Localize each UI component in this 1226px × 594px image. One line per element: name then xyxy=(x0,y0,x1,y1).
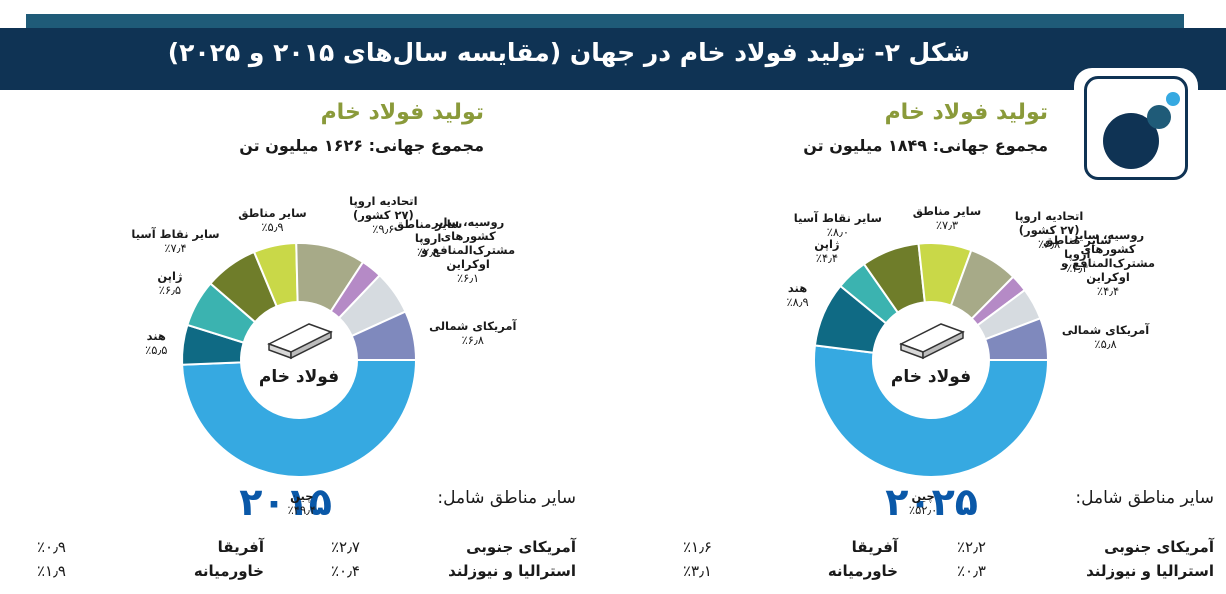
logo-dots-icon xyxy=(1103,92,1180,169)
others-2025-value-0: ٪۱٫۶ xyxy=(682,538,712,556)
chart-2025-title: تولید فولاد خام xyxy=(884,100,1048,125)
chart-2015-label-other_asia: سایر نقاط آسیا ٪۷٫۴ xyxy=(131,227,219,255)
others-2015-value-1: ٪۲٫۷ xyxy=(330,538,360,556)
chart-2015-center-label: فولاد خام xyxy=(259,367,339,387)
chart-2015-slice-north_america xyxy=(350,310,418,361)
chart-2015-label-value-other_regions: ٪۵٫۹ xyxy=(261,219,284,234)
chart-2025-label-value-other_asia: ٪۸٫۰ xyxy=(826,225,850,240)
chart-2025-slice-north_america xyxy=(983,317,1050,361)
others-2025-name-0: آمریکای جنوبی xyxy=(1104,538,1214,556)
chart-2025-label-other_europe: سایر مناطق اروپا ٪۲٫۴ xyxy=(1032,233,1122,275)
others-2015-value-0: ٪۰٫۹ xyxy=(36,538,66,556)
chart-2025-label-value-japan: ٪۴٫۴ xyxy=(815,251,839,266)
chart-2015-label-name-other_asia: سایر نقاط آسیا xyxy=(131,227,220,242)
chart-2015-label-value-eu27: ٪۹٫۶ xyxy=(372,221,395,236)
chart-2025-steel-slab-icon xyxy=(899,323,965,360)
chart-2025-label-name-other_regions: سایر مناطق xyxy=(912,203,982,218)
chart-2025-label-name-other_asia: سایر نقاط آسیا xyxy=(793,211,882,226)
chart-2015-label-name-eu27: اتحادیه اروپا (۲۷ کشور) xyxy=(349,193,418,222)
chart-2015-steel-slab-icon xyxy=(267,323,333,360)
chart-2025-label-japan: ژاپن ٪۴٫۴ xyxy=(814,237,839,265)
chart-2015-label-value-other_asia: ٪۷٫۴ xyxy=(164,241,187,256)
chart-2025-label-value-other_regions: ٪۷٫۳ xyxy=(935,217,959,232)
chart-2025-label-other_regions: سایر مناطق ٪۷٫۳ xyxy=(913,204,981,232)
chart-2015-label-value-china: ٪۴۹٫۴ xyxy=(287,502,317,517)
chart-2025-label-name-japan: ژاپن xyxy=(814,237,840,252)
others-2025-value-2: ٪۳٫۱ xyxy=(682,562,712,580)
chart-2015-label-cis: روسیه، سایر کشورهای مشترک‌المنافع و اوکر… xyxy=(408,215,528,285)
chart-2015-label-india: هند ٪۵٫۵ xyxy=(145,329,167,357)
chart-2015-slice-china xyxy=(181,359,418,478)
others-2015-name-2: استرالیا و نیوزلند xyxy=(448,562,576,580)
chart-2015-label-name-japan: ژاپن xyxy=(157,269,183,284)
chart-2025-label-name-north_america: آمریکای شمالی xyxy=(1061,322,1150,337)
donut-chart-2015: فولاد خام xyxy=(181,242,418,478)
chart-2015-label-value-other_europe: ٪۲٫۹ xyxy=(416,244,440,259)
top-accent-bar xyxy=(26,14,1184,28)
others-2025-name-1: آفریقا xyxy=(851,538,898,556)
chart-2015-label-japan: ژاپن ٪۶٫۵ xyxy=(157,269,182,297)
others-2015-name-1: آفریقا xyxy=(217,538,264,556)
chart-2025-label-name-eu27: اتحادیه اروپا (۲۷ کشور) xyxy=(1014,209,1084,238)
chart-2015-label-name-china: چین xyxy=(290,488,314,503)
chart-2015-label-value-cis: ٪۶٫۱ xyxy=(456,271,480,286)
chart-2025-center-label: فولاد خام xyxy=(891,367,971,387)
chart-2015-others-title: سایر مناطق شامل: xyxy=(437,488,576,508)
chart-2025-label-eu27: اتحادیه اروپا (۲۷ کشور) ٪۶٫۸ xyxy=(1004,209,1094,251)
chart-2015-label-name-north_america: آمریکای شمالی xyxy=(429,318,517,333)
chart-2025-label-name-china: چین xyxy=(911,488,935,503)
chart-2025-label-value-other_europe: ٪۲٫۴ xyxy=(1066,261,1089,276)
page-title: شکل ۲- تولید فولاد خام در جهان (مقایسه س… xyxy=(167,38,970,67)
chart-2015-label-china: چین ٪۴۹٫۴ xyxy=(288,489,316,517)
others-2025-value-3: ٪۰٫۳ xyxy=(956,562,986,580)
chart-2015-title: تولید فولاد خام xyxy=(320,100,484,125)
header-bar xyxy=(0,28,1226,90)
chart-2025-label-name-india: هند xyxy=(787,281,808,296)
chart-2015-label-north_america: آمریکای شمالی ٪۶٫۸ xyxy=(429,319,516,347)
chart-2025-label-north_america: آمریکای شمالی ٪۵٫۸ xyxy=(1062,323,1149,351)
chart-2025-total: مجموع جهانی: ۱۸۴۹ میلیون تن xyxy=(803,136,1048,155)
chart-2025-label-value-eu27: ٪۶٫۸ xyxy=(1037,237,1061,252)
chart-2015-label-name-india: هند xyxy=(146,329,166,344)
chart-2015-label-name-other_europe: سایر مناطق اروپا xyxy=(393,216,463,245)
others-2015-name-0: آمریکای جنوبی xyxy=(466,538,576,556)
others-2025-name-2: استرالیا و نیوزلند xyxy=(1086,562,1214,580)
chart-2025-label-cis: روسیه، سایر کشورهای مشترک‌المنافع و اوکر… xyxy=(1048,228,1168,298)
chart-2015-label-name-other_regions: سایر مناطق xyxy=(238,205,307,220)
chart-2025-label-value-cis: ٪۴٫۴ xyxy=(1096,283,1120,298)
others-2015-name-3: خاورمیانه xyxy=(193,562,264,580)
chart-2025-label-name-other_europe: سایر مناطق اروپا xyxy=(1043,233,1112,262)
logo xyxy=(1084,76,1188,180)
chart-2025-year: ۲۰۲۵ xyxy=(885,480,978,524)
others-2015-value-3: ٪۰٫۴ xyxy=(330,562,360,580)
chart-2025-label-value-india: ٪۸٫۹ xyxy=(786,295,809,310)
chart-2025-others-title: سایر مناطق شامل: xyxy=(1075,488,1214,508)
chart-2015-year: ۲۰۱۵ xyxy=(239,480,332,524)
chart-2015-label-name-cis: روسیه، سایر کشورهای مشترک‌المنافع و اوکر… xyxy=(421,215,516,272)
donut-chart-2025: فولاد خام xyxy=(813,242,1050,478)
chart-2025-label-value-china: ٪۵۲٫۰ xyxy=(908,502,938,517)
chart-2015-label-other_europe: سایر مناطق اروپا ٪۲٫۹ xyxy=(383,217,473,259)
others-2025-value-1: ٪۲٫۲ xyxy=(956,538,986,556)
others-2025-name-3: خاورمیانه xyxy=(827,562,898,580)
chart-2015-label-other_regions: سایر مناطق ٪۵٫۹ xyxy=(238,206,306,234)
chart-2015-total: مجموع جهانی: ۱۶۲۶ میلیون تن xyxy=(239,136,484,155)
chart-2015-label-eu27: اتحادیه اروپا (۲۷ کشور) ٪۹٫۶ xyxy=(338,194,428,236)
chart-2025-label-other_asia: سایر نقاط آسیا ٪۸٫۰ xyxy=(794,211,882,239)
chart-2025-slice-china xyxy=(813,344,1050,478)
chart-2015-label-value-india: ٪۵٫۵ xyxy=(145,343,168,358)
chart-2015-label-value-japan: ٪۶٫۵ xyxy=(158,283,182,298)
chart-2025-label-china: چین ٪۵۲٫۰ xyxy=(909,489,937,517)
others-2015-value-2: ٪۱٫۹ xyxy=(36,562,66,580)
chart-2015-label-value-north_america: ٪۶٫۸ xyxy=(461,332,484,347)
chart-2025-label-name-cis: روسیه، سایر کشورهای مشترک‌المنافع و اوکر… xyxy=(1061,227,1156,284)
chart-2025-label-india: هند ٪۸٫۹ xyxy=(786,281,808,309)
chart-2025-label-value-north_america: ٪۵٫۸ xyxy=(1094,336,1117,351)
